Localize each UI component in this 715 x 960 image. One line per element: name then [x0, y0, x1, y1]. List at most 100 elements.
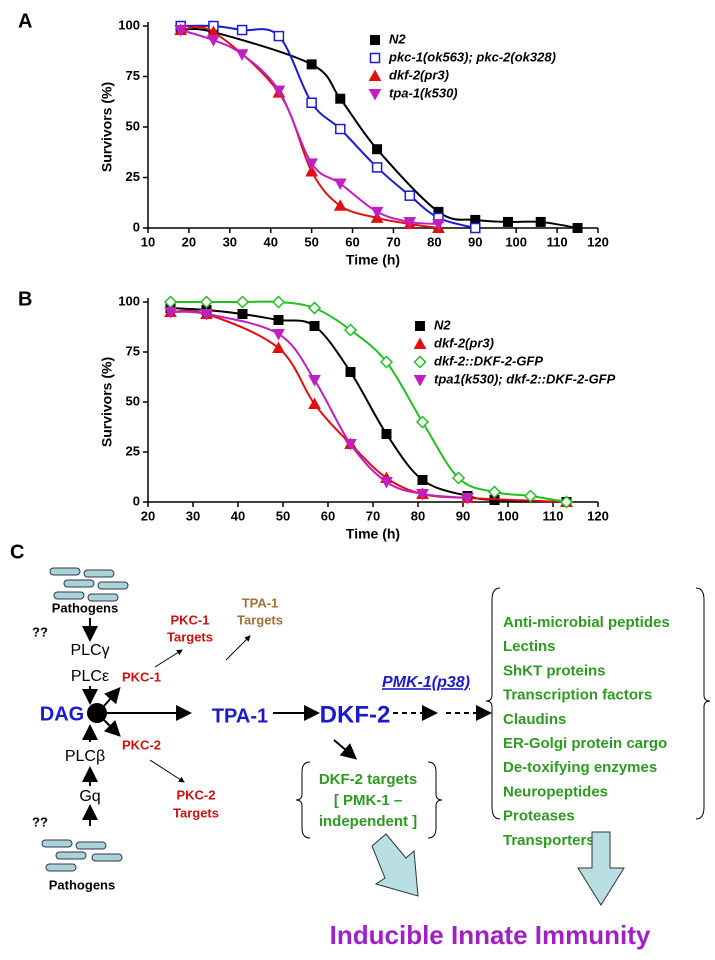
x-tick-label: 90: [468, 234, 482, 249]
legend-label: tpa1(k530); dkf-2::DKF-2-GFP: [434, 371, 616, 386]
big-arrow: [577, 831, 625, 906]
point: [344, 439, 357, 451]
dkf2: DKF-2: [320, 701, 391, 728]
point: [559, 495, 574, 509]
y-axis-label: Survivors (%): [99, 357, 115, 447]
x-tick-label: 90: [456, 508, 470, 523]
x-tick-label: 100: [497, 508, 519, 523]
x-tick-label: 110: [547, 234, 568, 249]
y-tick-label: 0: [133, 493, 140, 508]
effector: Transporters: [503, 832, 595, 849]
point: [200, 309, 213, 321]
pathogens: Pathogens: [49, 877, 115, 892]
x-tick-label: 70: [386, 234, 400, 249]
point: [305, 158, 318, 170]
point: [345, 367, 356, 377]
diagram: C Pathogens ?? PLCγ PLCε DAG PLCβ Gq ?? …: [10, 541, 711, 950]
y-tick-label: 100: [118, 293, 140, 308]
arrow: [154, 649, 183, 668]
point: [272, 329, 285, 341]
point: [207, 35, 220, 47]
tpa1-targets: TPA-1: [242, 595, 279, 610]
tpa1: TPA-1: [212, 705, 268, 727]
arrow: [149, 759, 185, 783]
point: [416, 489, 429, 501]
y-tick-label: 75: [126, 68, 140, 83]
point: [487, 485, 502, 499]
point: [271, 295, 286, 309]
legend-label: N2: [389, 31, 406, 46]
x-tick-label: 10: [141, 234, 155, 249]
point: [272, 85, 286, 98]
effector: De-toxifying enzymes: [503, 759, 657, 776]
y-tick-label: 75: [126, 343, 140, 358]
effector: Lectins: [503, 638, 556, 655]
legend-marker: [413, 375, 427, 387]
brace: [695, 587, 711, 820]
point: [272, 341, 285, 353]
x-tick-label: 110: [543, 508, 564, 523]
pkc2-targets: Targets: [173, 805, 219, 820]
bacteria-top: [49, 567, 129, 602]
point: [273, 315, 284, 325]
legend-label: tpa-1(k530): [389, 85, 458, 100]
point: [343, 323, 358, 337]
x-tick-label: 80: [411, 508, 425, 523]
brace: [427, 761, 443, 839]
point: [461, 493, 474, 505]
x-tick-label: 60: [345, 234, 359, 249]
x-tick-label: 100: [505, 234, 527, 249]
big-arrow: [371, 833, 419, 897]
point: [306, 59, 317, 70]
x-tick-label: 60: [321, 508, 335, 523]
pmk1: PMK-1(p38): [382, 674, 470, 691]
series-line: [180, 25, 439, 229]
series-line: [180, 27, 578, 229]
y-tick-label: 0: [133, 219, 140, 234]
point: [379, 355, 394, 369]
x-tick-label: 30: [186, 508, 200, 523]
chart: A 0 25 50 75 100 10 20 30 40 50 60 70 80 90 100 110 120 Ti…: [18, 10, 609, 267]
legend-label: N2: [434, 317, 451, 332]
dkf2-targets: independent ]: [319, 813, 417, 830]
point: [306, 97, 317, 109]
brace: [295, 761, 311, 839]
chart: B 0 25 50 75 100 20 30 40 50 60 70 80 90 100 110 120 Time…: [18, 288, 616, 541]
x-tick-label: 30: [223, 234, 237, 249]
pathogens: Pathogens: [52, 600, 118, 615]
pkc1-targets: PKC-1: [170, 612, 209, 627]
effector: Transcription factors: [503, 687, 652, 704]
pkc2: PKC-2: [122, 737, 161, 752]
arrow: [225, 635, 251, 661]
legend-marker: [413, 355, 427, 369]
tpa1-targets: Targets: [237, 612, 283, 627]
x-tick-label: 120: [587, 508, 609, 523]
unknown: ??: [32, 624, 48, 639]
effector: Anti-microbial peptides: [503, 614, 670, 631]
point: [305, 164, 318, 177]
point: [371, 162, 383, 173]
bacteria-bottom: [41, 839, 123, 872]
plc-beta: PLCβ: [65, 748, 105, 765]
effector: Claudins: [503, 711, 566, 728]
legend-label: dkf-2(pr3): [389, 67, 449, 82]
x-tick-label: 50: [276, 508, 290, 523]
point: [333, 199, 347, 211]
arrow: [333, 739, 358, 760]
legend-marker: [368, 69, 382, 81]
gq: Gq: [79, 788, 100, 805]
legend-marker: [415, 321, 425, 331]
brace: [485, 587, 501, 820]
panel-label: B: [18, 288, 32, 310]
panel-label: A: [18, 10, 32, 32]
point: [199, 295, 214, 309]
point: [237, 309, 248, 319]
point: [335, 123, 346, 135]
legend-marker: [370, 35, 380, 45]
x-tick-label: 80: [427, 234, 441, 249]
legend-label: pkc-1(ok563); pkc-2(ok328): [388, 49, 556, 64]
legend-marker: [413, 337, 427, 349]
point: [535, 216, 546, 227]
y-tick-label: 25: [126, 443, 140, 458]
